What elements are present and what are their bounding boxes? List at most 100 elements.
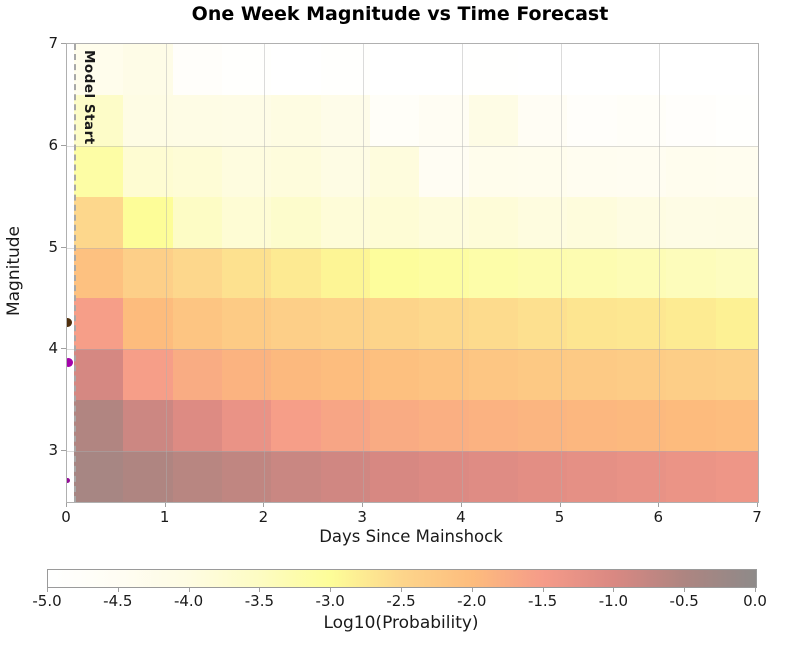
heatmap-cell [419,44,469,95]
heatmap-cell [271,400,321,452]
vertical-gridline [659,44,661,502]
heatmap-cell [715,349,758,401]
colorbar-tick-mark [471,588,473,592]
colorbar-tick-label: 0.0 [743,592,767,610]
vertical-gridline [165,44,167,502]
colorbar-tick-mark [542,588,544,592]
heatmap-cell [320,145,371,197]
heatmap-cell [320,247,371,299]
heatmap-cell [73,247,124,299]
heatmap-cell [419,349,469,401]
heatmap-cell [715,247,758,299]
heatmap-cell [172,298,222,350]
heatmap-cell [666,247,716,299]
heatmap-cell [172,145,222,197]
x-tick-label: 6 [653,508,664,526]
heatmap-cell [616,349,667,401]
heatmap-cell [221,196,272,248]
heatmap-cell [419,94,469,146]
y-tick-label: 6 [48,135,58,154]
colorbar-tick-label: -2.0 [457,592,487,610]
heatmap-cell [123,451,173,502]
heatmap-cell [172,400,222,452]
heatmap-cell [468,247,519,299]
x-tick-mark [460,503,462,507]
heatmap-cell [370,298,420,350]
x-tick-label: 2 [258,508,269,526]
heatmap-cell [468,196,519,248]
heatmap-cell [271,247,321,299]
heatmap-cell [123,400,173,452]
heatmap-cell [715,400,758,452]
heatmap-cell [715,196,758,248]
heatmap-cell [715,298,758,350]
y-tick-mark [61,144,66,146]
heatmap-cell [320,451,371,502]
heatmap-cell [73,44,124,95]
heatmap-cell [172,349,222,401]
heatmap-cell [123,247,173,299]
horizontal-gridline [67,349,758,351]
heatmap-cell [518,400,568,452]
heatmap-cell [73,196,124,248]
heatmap-cell [172,451,222,502]
heatmap-cell [567,145,617,197]
earthquake-event-dot [67,358,73,368]
x-tick-label: 7 [752,508,762,526]
heatmap-cell [518,349,568,401]
horizontal-gridline [67,247,758,249]
heatmap-cell [715,451,758,502]
x-tick-label: 0 [61,508,71,526]
heatmap-cell [518,145,568,197]
heatmap-cell [666,44,716,95]
colorbar-tick-mark [401,588,402,592]
x-tick-label: 3 [357,508,367,526]
heatmap-cell [221,400,272,452]
heatmap-cell [320,400,371,452]
heatmap-cell [271,44,321,95]
heatmap-cell [567,298,617,350]
x-axis-label: Days Since Mainshock [319,527,503,546]
heatmap-cell [370,145,420,197]
y-tick-label: 3 [48,441,58,460]
heatmap-cell [616,400,667,452]
chart-title: One Week Magnitude vs Time Forecast [191,3,609,25]
colorbar-tick-label: -5.0 [32,592,62,610]
heatmap-cell [468,298,519,350]
heatmap-cell [370,349,420,401]
heatmap-cell [518,196,568,248]
heatmap-cell [221,451,272,502]
model-start-label: Model Start [81,50,97,145]
heatmap-cell [518,94,568,146]
heatmap-cell [73,298,124,350]
plot-area: Model Start [66,43,759,503]
x-tick-mark [658,503,660,507]
heatmap-cell [370,44,420,95]
heatmap-cell [616,247,667,299]
colorbar-tick-label: -2.5 [386,592,416,610]
heatmap-cell [320,196,371,248]
heatmap-cell [123,94,173,146]
x-tick-mark [559,503,561,507]
heatmap-cell [468,44,519,95]
heatmap-cell [320,94,371,146]
colorbar-tick-mark [47,588,48,592]
heatmap-cell [271,145,321,197]
heatmap-cell [221,247,272,299]
heatmap-cell [468,349,519,401]
heatmap-cell [419,298,469,350]
heatmap-cell [419,400,469,452]
heatmap-cell [221,44,272,95]
heatmap-cell [567,451,617,502]
heatmap-cell [518,44,568,95]
colorbar-tick-label: -4.5 [103,592,133,610]
x-tick-mark [263,503,265,507]
heatmap-cell [271,196,321,248]
vertical-gridline [264,44,266,502]
colorbar-tick-mark [330,588,332,592]
heatmap-cell [715,94,758,146]
heatmap-cell [73,451,124,502]
vertical-gridline [461,44,463,502]
horizontal-gridline [67,145,758,147]
